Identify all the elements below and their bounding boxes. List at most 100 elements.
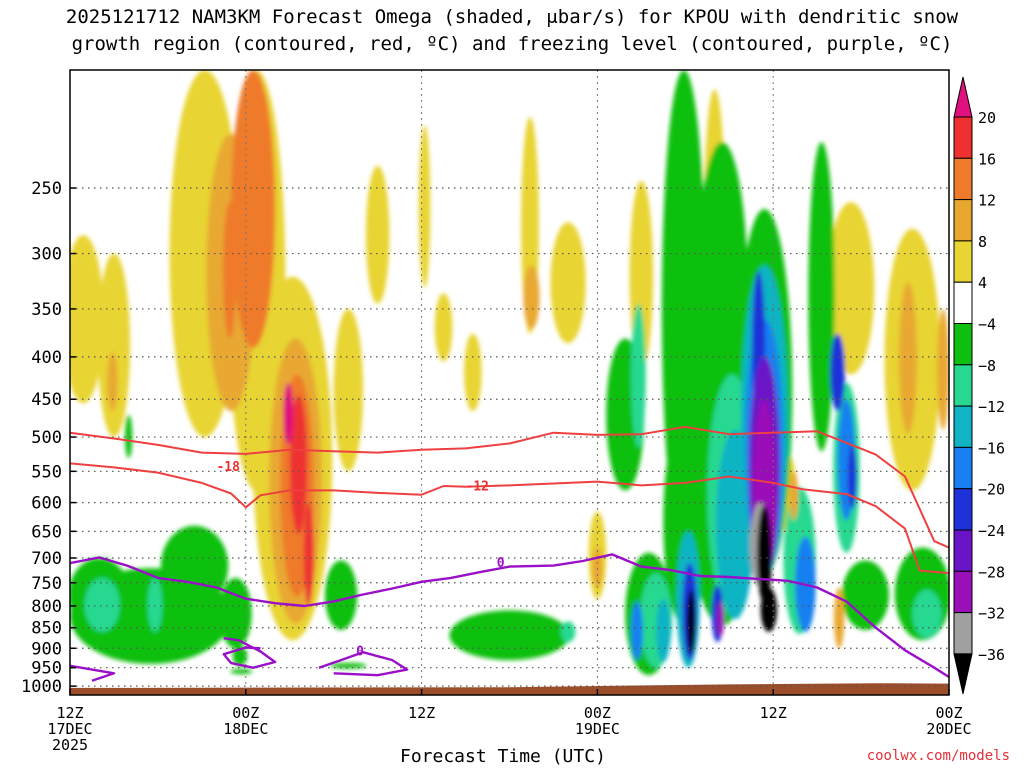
colorbar-swatch (953, 323, 973, 366)
colorbar-swatch (953, 281, 973, 325)
contour-label: -18 (216, 460, 240, 475)
omega-cell (464, 333, 482, 412)
y-tick-label: 800 (31, 597, 62, 617)
omega-cell (830, 333, 845, 412)
omega-cell (147, 577, 163, 632)
omega-cell (686, 589, 696, 655)
chart-title-line1: 2025121712 NAM3KM Forecast Omega (shaded… (65, 6, 959, 28)
x-tick-label: 00Z (584, 704, 611, 722)
omega-cell (827, 202, 875, 375)
omega-cell (160, 525, 229, 606)
colorbar: 20 16 12 8 4 −4 −8 −12 −16 −20 −24 −28 −32 −36 (953, 76, 1005, 695)
colorbar-label: −32 (978, 605, 1005, 623)
omega-cell (523, 265, 540, 329)
omega-cell (631, 601, 643, 661)
y-tick-label: 350 (31, 300, 62, 320)
colorbar-label: 8 (978, 233, 987, 251)
omega-cell (937, 308, 949, 430)
colorbar-label: −8 (978, 357, 996, 375)
terrain-band (70, 683, 949, 695)
gridlines (70, 70, 949, 695)
x-tick-label: 19DEC (575, 720, 620, 738)
colorbar-label: −12 (978, 398, 1005, 416)
x-tick-label: 00Z (935, 704, 962, 722)
y-tick-label: 1000 (21, 677, 62, 697)
omega-cell (842, 560, 889, 630)
y-tick-label: 600 (31, 494, 62, 514)
omega-cell (560, 621, 576, 643)
y-tick-label: 500 (31, 428, 62, 448)
omega-cell (219, 577, 252, 649)
omega-cell (631, 303, 646, 448)
colorbar-swatch (953, 405, 973, 448)
omega-cell (789, 471, 799, 521)
colorbar-label: −36 (978, 646, 1005, 664)
colorbar-swatch (953, 116, 973, 159)
colorbar-swatch (953, 364, 973, 407)
y-tick-label: 850 (31, 619, 62, 639)
y-tick-label: 950 (31, 659, 62, 679)
contour-line (70, 664, 116, 682)
omega-cell (716, 601, 725, 637)
contours: -18 -12 0 0 (70, 425, 949, 682)
omega-cell (97, 253, 131, 438)
y-tick-label: 900 (31, 639, 62, 659)
omega-cell (289, 395, 308, 535)
plot-frame (69, 69, 950, 696)
omega-cell (434, 293, 453, 362)
omega-cell (248, 125, 270, 266)
terrain-surface (70, 683, 949, 695)
omega-cell (550, 222, 586, 344)
contour-line (70, 425, 949, 549)
omega-cell (656, 599, 671, 662)
x-tick-label: 12Z (408, 704, 435, 722)
colorbar-swatch (953, 157, 973, 201)
omega-cell (365, 165, 390, 304)
x-tick-label: 12Z (760, 704, 787, 722)
x-tick-label: 20DEC (926, 720, 971, 738)
y-tick-label: 700 (31, 549, 62, 569)
contour-line (318, 651, 409, 677)
omega-cell (303, 502, 314, 606)
chart-title-line2: growth region (contoured, red, ºC) and f… (71, 33, 953, 55)
omega-cell (760, 587, 777, 632)
contour-label: 0 (356, 645, 364, 660)
colorbar-swatch (953, 488, 973, 531)
x-tick-label: 2025 (52, 736, 88, 754)
contour-label: 0 (497, 556, 505, 571)
y-tick-label: 750 (31, 574, 62, 594)
omega-cell (223, 202, 237, 339)
omega-cell (899, 282, 917, 434)
colorbar-swatch (953, 240, 973, 283)
colorbar-swatch (953, 529, 973, 572)
x-tick-label: 17DEC (47, 720, 92, 738)
omega-cell (324, 560, 358, 630)
x-tick-label: 18DEC (223, 720, 268, 738)
colorbar-label: −20 (978, 481, 1005, 499)
omega-cell (333, 308, 363, 472)
contour-line (70, 553, 949, 679)
omega-cell (283, 382, 294, 445)
colorbar-label: −4 (978, 316, 996, 334)
omega-cell (449, 610, 570, 661)
colorbar-bottom-arrow (953, 653, 973, 695)
omega-cell (833, 587, 845, 649)
y-tick-label: 550 (31, 462, 62, 482)
omega-cell (808, 142, 835, 452)
x-tick-label: 12Z (56, 704, 83, 722)
omega-cell (847, 444, 857, 509)
site-credit: coolwx.com/models (866, 748, 1010, 764)
y-tick-label: 300 (31, 245, 62, 265)
y-tick-label: 650 (31, 522, 62, 542)
x-tick-label: 00Z (232, 704, 259, 722)
y-tick-label: 250 (31, 179, 62, 199)
colorbar-label: 12 (978, 192, 996, 210)
omega-cell (230, 668, 253, 675)
omega-cell (107, 352, 118, 412)
colorbar-swatch (953, 199, 973, 242)
omega-cell (70, 235, 104, 404)
omega-cell (124, 414, 133, 459)
colorbar-label: 16 (978, 150, 996, 168)
